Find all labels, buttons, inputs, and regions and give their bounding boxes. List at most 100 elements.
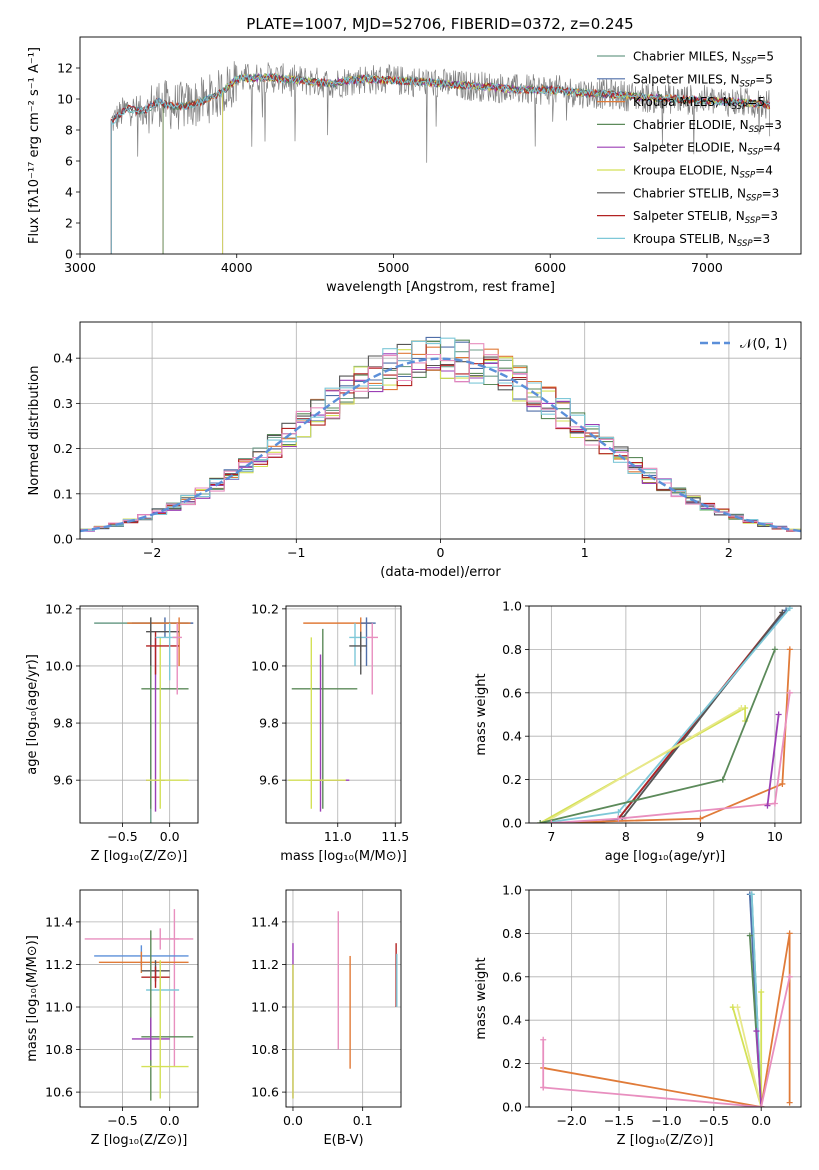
data-point xyxy=(131,617,194,638)
x-axis-label: wavelength [Angstrom, rest frame] xyxy=(326,280,555,295)
x-tick-label: 2 xyxy=(725,545,733,560)
panel-residual-histogram: −2 −1 0 1 2 0.0 0.1 0.2 0.3 0.4 (data-model)/error… xyxy=(27,321,802,580)
x-tick-label: 6000 xyxy=(534,260,566,275)
series-line xyxy=(551,692,791,823)
x-tick-label: 0.1 xyxy=(353,1113,373,1128)
x-tick-label: 0.0 xyxy=(283,1113,303,1128)
y-tick-label: 10.6 xyxy=(251,1085,279,1100)
data-point xyxy=(291,628,358,809)
y-tick-label: 0.2 xyxy=(53,441,73,456)
plot-area xyxy=(292,911,398,1099)
series-marker xyxy=(786,689,793,696)
y-tick-label: 11.2 xyxy=(45,957,73,972)
panel-mass-vs-reddening: 0.0 0.1 10.6 10.8 11.0 11.2 11.4 E(B-V) xyxy=(251,889,402,1148)
series-marker xyxy=(786,930,793,937)
y-tick-label: 10.0 xyxy=(45,658,73,673)
axes-frame xyxy=(79,889,199,1108)
legend-label: Chabrier ELODIE, NSSP=3 xyxy=(633,118,782,135)
y-tick-label: 11.4 xyxy=(45,914,73,929)
x-tick-label: 11.0 xyxy=(324,829,352,844)
y-axis-label: mass weight xyxy=(474,673,489,755)
data-point xyxy=(141,628,189,809)
y-tick-label: 10.6 xyxy=(45,1085,73,1100)
series-line xyxy=(543,607,791,823)
y-tick-label: 8 xyxy=(65,123,73,138)
figure-title: PLATE=1007, MJD=52706, FIBERID=0372, z=0… xyxy=(246,15,633,33)
legend-label: Chabrier STELIB, NSSP=3 xyxy=(633,186,779,203)
x-axis-label: (data-model)/error xyxy=(380,565,501,580)
series-line xyxy=(731,991,763,1107)
legend-label: Kroupa MILES, NSSP=5 xyxy=(633,95,765,112)
y-tick-label: 9.6 xyxy=(53,773,73,788)
axes-frame xyxy=(528,605,802,824)
y-axis-label: Flux [fλ10⁻¹⁷ erg cm⁻² s⁻¹ A⁻¹] xyxy=(27,47,42,244)
x-axis-label: age [log₁₀(age/yr)] xyxy=(605,849,726,864)
y-tick-label: 12 xyxy=(57,61,73,76)
series-marker xyxy=(615,815,622,822)
x-tick-label: −0.5 xyxy=(107,829,137,844)
legend-label: Salpeter STELIB, NSSP=3 xyxy=(633,209,778,226)
y-tick-label: 10.0 xyxy=(251,658,279,673)
x-axis-label: Z [log₁₀(Z/Z⊙)] xyxy=(91,849,188,864)
legend-label: Chabrier MILES, NSSP=5 xyxy=(633,50,774,67)
data-point xyxy=(360,617,376,666)
x-axis-label: Z [log₁₀(Z/Z⊙)] xyxy=(617,1133,714,1148)
data-point xyxy=(309,654,350,812)
y-tick-label: 0.4 xyxy=(53,351,73,366)
normal-curve xyxy=(80,357,801,533)
legend-label: Salpeter ELODIE, NSSP=4 xyxy=(633,141,781,158)
y-tick-label: 0.0 xyxy=(502,1100,522,1115)
axes-frame xyxy=(285,605,402,824)
panel-mass-weight-vs-metallicity: −2.0 −1.5 −1.0 −0.5 0.0 0.0 0.2 0.4 0.6 0.8 1.0 Z [… xyxy=(474,883,802,1148)
data-point xyxy=(131,1017,170,1061)
series-marker xyxy=(771,800,778,807)
series-marker xyxy=(548,820,555,823)
panel-mass-vs-metallicity: −0.5 0.0 10.6 10.8 11.0 11.2 11.4 Z [log₁₀(Z/Z⊙… xyxy=(25,889,199,1148)
series-marker xyxy=(540,820,547,823)
data-point xyxy=(141,966,170,988)
series-marker xyxy=(779,609,786,616)
x-tick-label: 3000 xyxy=(64,260,96,275)
series-marker xyxy=(779,780,786,787)
x-tick-label: 7 xyxy=(547,829,555,844)
y-tick-label: 10 xyxy=(57,92,73,107)
legend-label: Salpeter MILES, NSSP=5 xyxy=(633,72,773,89)
histogram-step xyxy=(80,343,801,531)
x-tick-label: 0.0 xyxy=(160,829,180,844)
y-tick-label: 11.0 xyxy=(45,1000,73,1015)
data-point xyxy=(169,909,180,1067)
histogram-step xyxy=(80,337,801,531)
data-point xyxy=(141,930,194,1101)
y-tick-label: 11.2 xyxy=(251,957,279,972)
x-tick-label: 0.0 xyxy=(751,1113,771,1128)
plot-area xyxy=(288,617,378,812)
y-axis-label: Normed distribution xyxy=(27,366,42,496)
series-marker xyxy=(771,646,778,653)
x-axis-label: Z [log₁₀(Z/Z⊙)] xyxy=(91,1133,188,1148)
x-tick-label: 7000 xyxy=(691,260,723,275)
y-tick-label: 10.8 xyxy=(251,1042,279,1057)
x-tick-label: −0.5 xyxy=(699,1113,729,1128)
x-axis-label: E(B-V) xyxy=(323,1133,363,1148)
panel-spectrum: 3000 4000 5000 6000 7000 0 2 4 6 8 10 12 wavelength … xyxy=(27,36,802,295)
y-tick-label: 0.8 xyxy=(502,642,522,657)
series-marker xyxy=(719,776,726,783)
y-tick-label: 10.8 xyxy=(45,1042,73,1057)
y-tick-label: 6 xyxy=(65,154,73,169)
plot-area xyxy=(80,336,801,533)
data-point xyxy=(146,617,180,666)
y-tick-label: 11.0 xyxy=(251,1000,279,1015)
series-line xyxy=(755,1030,763,1107)
plot-area xyxy=(110,61,771,254)
plot-area xyxy=(537,606,793,823)
data-point xyxy=(288,637,346,809)
data-point xyxy=(172,623,182,695)
series-marker xyxy=(734,1004,741,1011)
panel-age-vs-metallicity: −0.5 0.0 9.6 9.8 10.0 10.2 Z [log₁₀(Z/Z⊙)] age … xyxy=(25,601,199,864)
x-tick-label: −1.5 xyxy=(604,1113,634,1128)
axes-frame xyxy=(285,889,402,1108)
axes-frame xyxy=(79,605,199,824)
legend: 𝒩(0, 1) xyxy=(700,337,787,352)
series-line xyxy=(543,976,791,1107)
series-marker xyxy=(540,1036,547,1043)
